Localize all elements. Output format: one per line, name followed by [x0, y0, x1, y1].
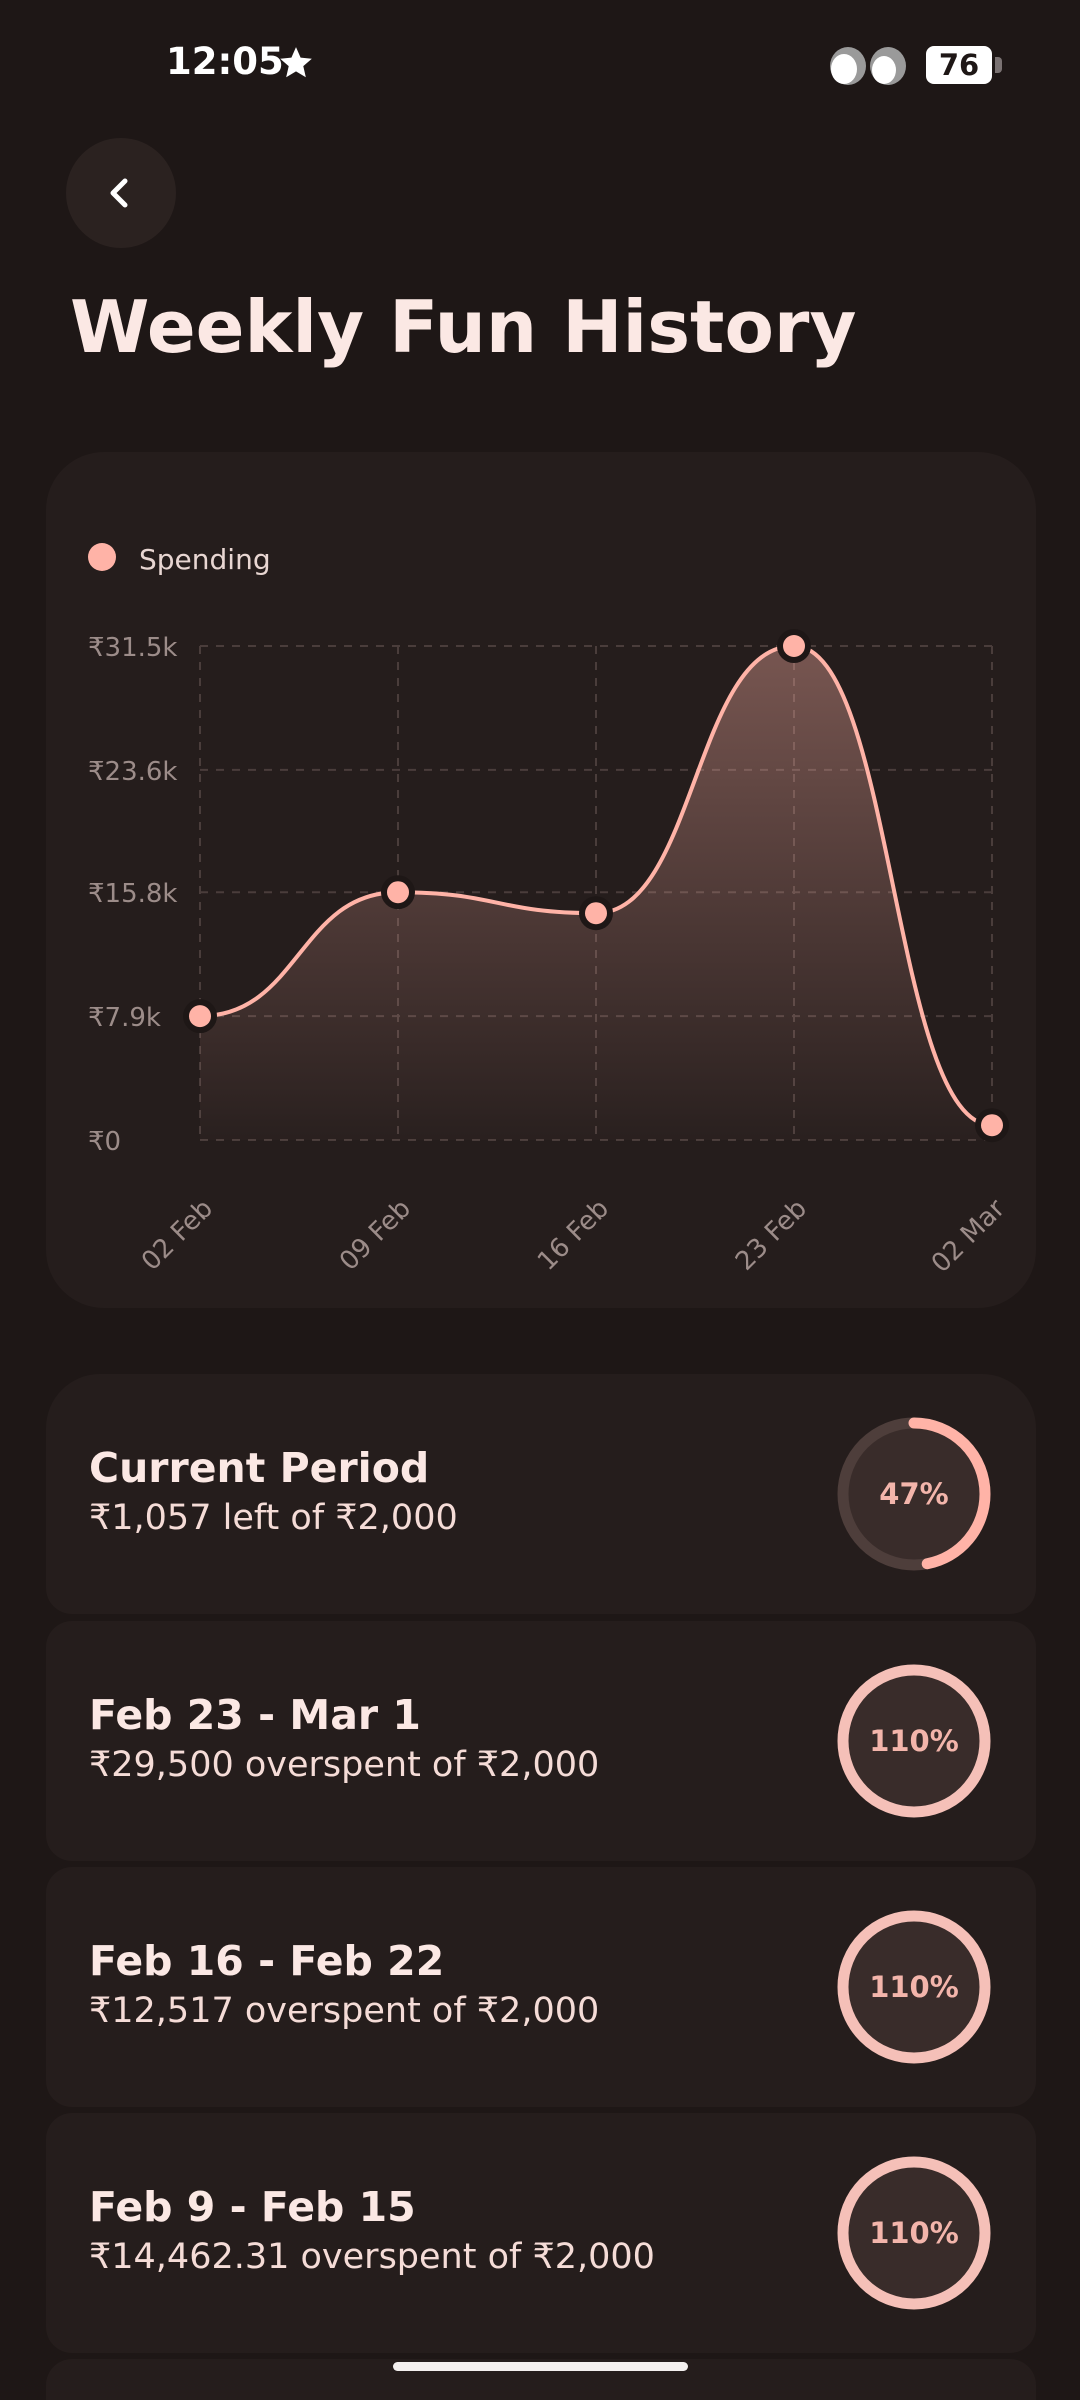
status-time: 12:05 [166, 40, 284, 83]
progress-percent: 110% [869, 1724, 959, 1758]
progress-percent: 47% [879, 1477, 949, 1511]
progress-ring [837, 2156, 991, 2310]
period-card-current[interactable]: Current Period ₹1,057 left of ₹2,000 47% [46, 1374, 1036, 1614]
legend-swatch [88, 543, 116, 571]
period-title: Feb 9 - Feb 15 [89, 2183, 416, 2231]
progress-ring [837, 1910, 991, 2064]
period-subtitle: ₹1,057 left of ₹2,000 [89, 1498, 458, 1538]
data-point [783, 635, 805, 657]
x-tick-label: 02 Feb [136, 1194, 219, 1277]
chart-legend: Spending [88, 543, 271, 576]
progress-ring [837, 1417, 991, 1571]
period-title: Feb 16 - Feb 22 [89, 1937, 445, 1985]
y-tick-label: ₹0 [88, 1127, 121, 1157]
progress-ring-fill [846, 1673, 982, 1809]
legend-label: Spending [139, 543, 271, 576]
y-tick-label: ₹31.5k [88, 633, 178, 663]
period-card[interactable]: Feb 23 - Mar 1 ₹29,500 overspent of ₹2,0… [46, 1621, 1036, 1861]
y-tick-label: ₹15.8k [88, 879, 178, 909]
progress-ring-arc [837, 1910, 991, 2064]
y-axis-labels: ₹31.5k ₹23.6k ₹15.8k ₹7.9k ₹0 [88, 633, 178, 1157]
chevron-left-icon [110, 178, 128, 208]
progress-ring-arc [837, 2156, 991, 2310]
star-icon [280, 47, 312, 78]
progress-ring-fill [846, 2165, 982, 2301]
spending-chart: Spending ₹31.5k ₹23.6k ₹15.8k ₹7.9k ₹0 02 Fe… [88, 543, 1011, 1279]
x-tick-label: 16 Feb [532, 1194, 615, 1277]
period-card[interactable]: Feb 16 - Feb 22 ₹12,517 overspent of ₹2,… [46, 1867, 1036, 2107]
x-tick-label: 09 Feb [334, 1194, 417, 1277]
y-tick-label: ₹7.9k [88, 1003, 161, 1033]
x-axis-labels: 02 Feb 09 Feb 16 Feb 23 Feb 02 Mar [136, 1194, 1011, 1279]
progress-ring-arc [837, 1664, 991, 1818]
period-subtitle: ₹29,500 overspent of ₹2,000 [89, 1745, 600, 1785]
period-subtitle: ₹12,517 overspent of ₹2,000 [89, 1991, 600, 2031]
x-tick-label: 23 Feb [730, 1194, 813, 1277]
x-tick-label: 02 Mar [926, 1194, 1011, 1279]
period-subtitle: ₹14,462.31 overspent of ₹2,000 [89, 2237, 655, 2277]
page-title: Weekly Fun History [70, 285, 857, 369]
spending-chart-card: Spending ₹31.5k ₹23.6k ₹15.8k ₹7.9k ₹0 02 Fe… [46, 452, 1036, 1308]
data-point [585, 902, 607, 925]
progress-percent: 110% [869, 2216, 959, 2250]
series-line [199, 643, 993, 1128]
progress-ring-fill [846, 1426, 982, 1562]
period-card[interactable]: Feb 9 - Feb 15 ₹14,462.31 overspent of ₹… [46, 2113, 1036, 2353]
period-title: Feb 23 - Mar 1 [89, 1691, 421, 1739]
back-button[interactable] [66, 138, 176, 248]
status-bar: 12:05 76 [0, 0, 1080, 130]
data-point [981, 1114, 1003, 1137]
series-points [183, 629, 1009, 1143]
data-point [387, 881, 409, 904]
home-indicator[interactable] [393, 2362, 688, 2371]
battery-nub [995, 57, 1002, 73]
progress-percent: 110% [869, 1970, 959, 2004]
battery-indicator: 76 [926, 46, 992, 84]
progress-ring [837, 1664, 991, 1818]
progress-ring-fill [846, 1919, 982, 2055]
data-point [189, 1005, 211, 1028]
y-tick-label: ₹23.6k [88, 757, 178, 787]
notification-icons [830, 47, 906, 85]
series-area [200, 646, 992, 1140]
period-title: Current Period [89, 1444, 430, 1492]
progress-ring-arc [837, 1417, 991, 1571]
